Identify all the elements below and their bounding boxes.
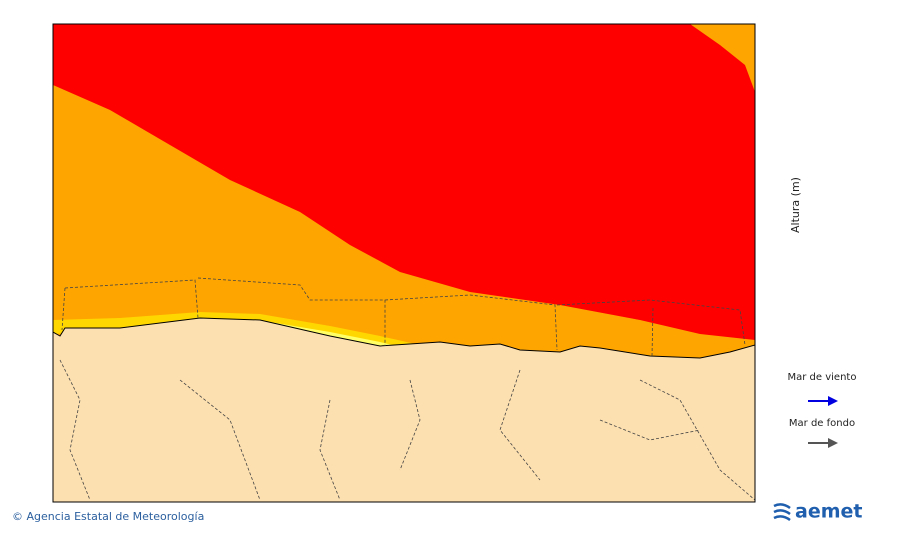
sea-yellow — [53, 312, 420, 350]
logo-icon — [773, 503, 791, 522]
map — [53, 24, 755, 502]
region-border — [59, 277, 755, 501]
sea-lightyellow — [270, 322, 405, 350]
credit: © Agencia Estatal de Meteorología — [12, 510, 204, 523]
legend-swell: Mar de fondo — [789, 418, 855, 429]
logo-text: aemet — [795, 501, 862, 523]
legend-wind-sea: Mar de viento — [788, 372, 857, 383]
legend-wind-arrow — [808, 396, 838, 406]
sea-red — [53, 24, 755, 340]
legend-swell-arrow — [808, 438, 838, 448]
map-frame — [52, 23, 756, 503]
colorbar-label: Altura (m) — [789, 177, 802, 233]
land — [53, 317, 755, 502]
